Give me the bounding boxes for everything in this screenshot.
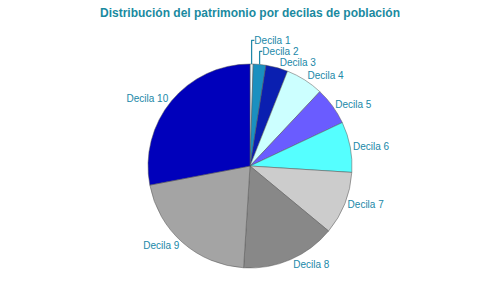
svg-text:Decila 9: Decila 9 [143, 240, 180, 251]
svg-text:Decila 7: Decila 7 [348, 199, 385, 210]
svg-text:Decila 10: Decila 10 [127, 93, 169, 104]
svg-text:Decila 2: Decila 2 [262, 46, 299, 57]
svg-text:Decila 3: Decila 3 [280, 57, 317, 68]
svg-text:Decila 5: Decila 5 [335, 99, 372, 110]
svg-text:Decila 8: Decila 8 [293, 259, 330, 270]
svg-text:Decila 6: Decila 6 [353, 141, 390, 152]
svg-text:Decila 4: Decila 4 [307, 70, 344, 81]
svg-text:Distribución del patrimonio po: Distribución del patrimonio por decilas … [100, 6, 400, 20]
svg-text:Decila 1: Decila 1 [254, 35, 291, 46]
